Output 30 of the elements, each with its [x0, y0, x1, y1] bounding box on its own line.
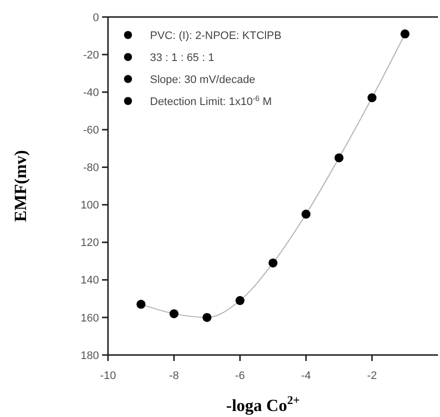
y-tick-label: -80: [83, 162, 99, 174]
point: [170, 309, 178, 318]
y-tick-label: 0: [92, 12, 99, 24]
x-tick-label: -2: [367, 370, 377, 382]
point: [236, 296, 244, 306]
point: [268, 258, 278, 268]
x-axis-title: -loga Co$^{2+}$: [226, 393, 300, 415]
point: [400, 29, 410, 38]
y-tick-label: 140: [80, 274, 99, 287]
x-tick-label: -8: [169, 370, 179, 382]
x-tick-label: -10: [100, 370, 116, 382]
y-tick-label: 180: [80, 350, 99, 362]
point: [202, 312, 212, 322]
y-tick-label: -20: [83, 49, 99, 62]
annotation: 33 : 1 : 65 : 1: [150, 52, 214, 64]
point: [368, 93, 376, 102]
y-tick-label: 160: [80, 312, 99, 324]
annotation: PVC: (I): 2-NPOE: KTClPB: [150, 30, 282, 42]
y-tick-label: 100: [80, 200, 99, 212]
point: [334, 153, 344, 162]
x-tick-label: -6: [235, 370, 245, 382]
y-axis-title: EMF(mv): [11, 150, 30, 222]
annotation: Slope: 30 mV/decade: [150, 74, 256, 86]
y-tick-label: -60: [83, 124, 99, 137]
point: [136, 300, 146, 309]
annotation: Detection Limit: 1x10$^{-6}$ M: [150, 93, 272, 108]
point: [302, 210, 310, 219]
x-tick-label: -4: [301, 370, 311, 382]
y-tick-label: -40: [83, 86, 99, 99]
y-tick-label: 120: [80, 237, 99, 250]
